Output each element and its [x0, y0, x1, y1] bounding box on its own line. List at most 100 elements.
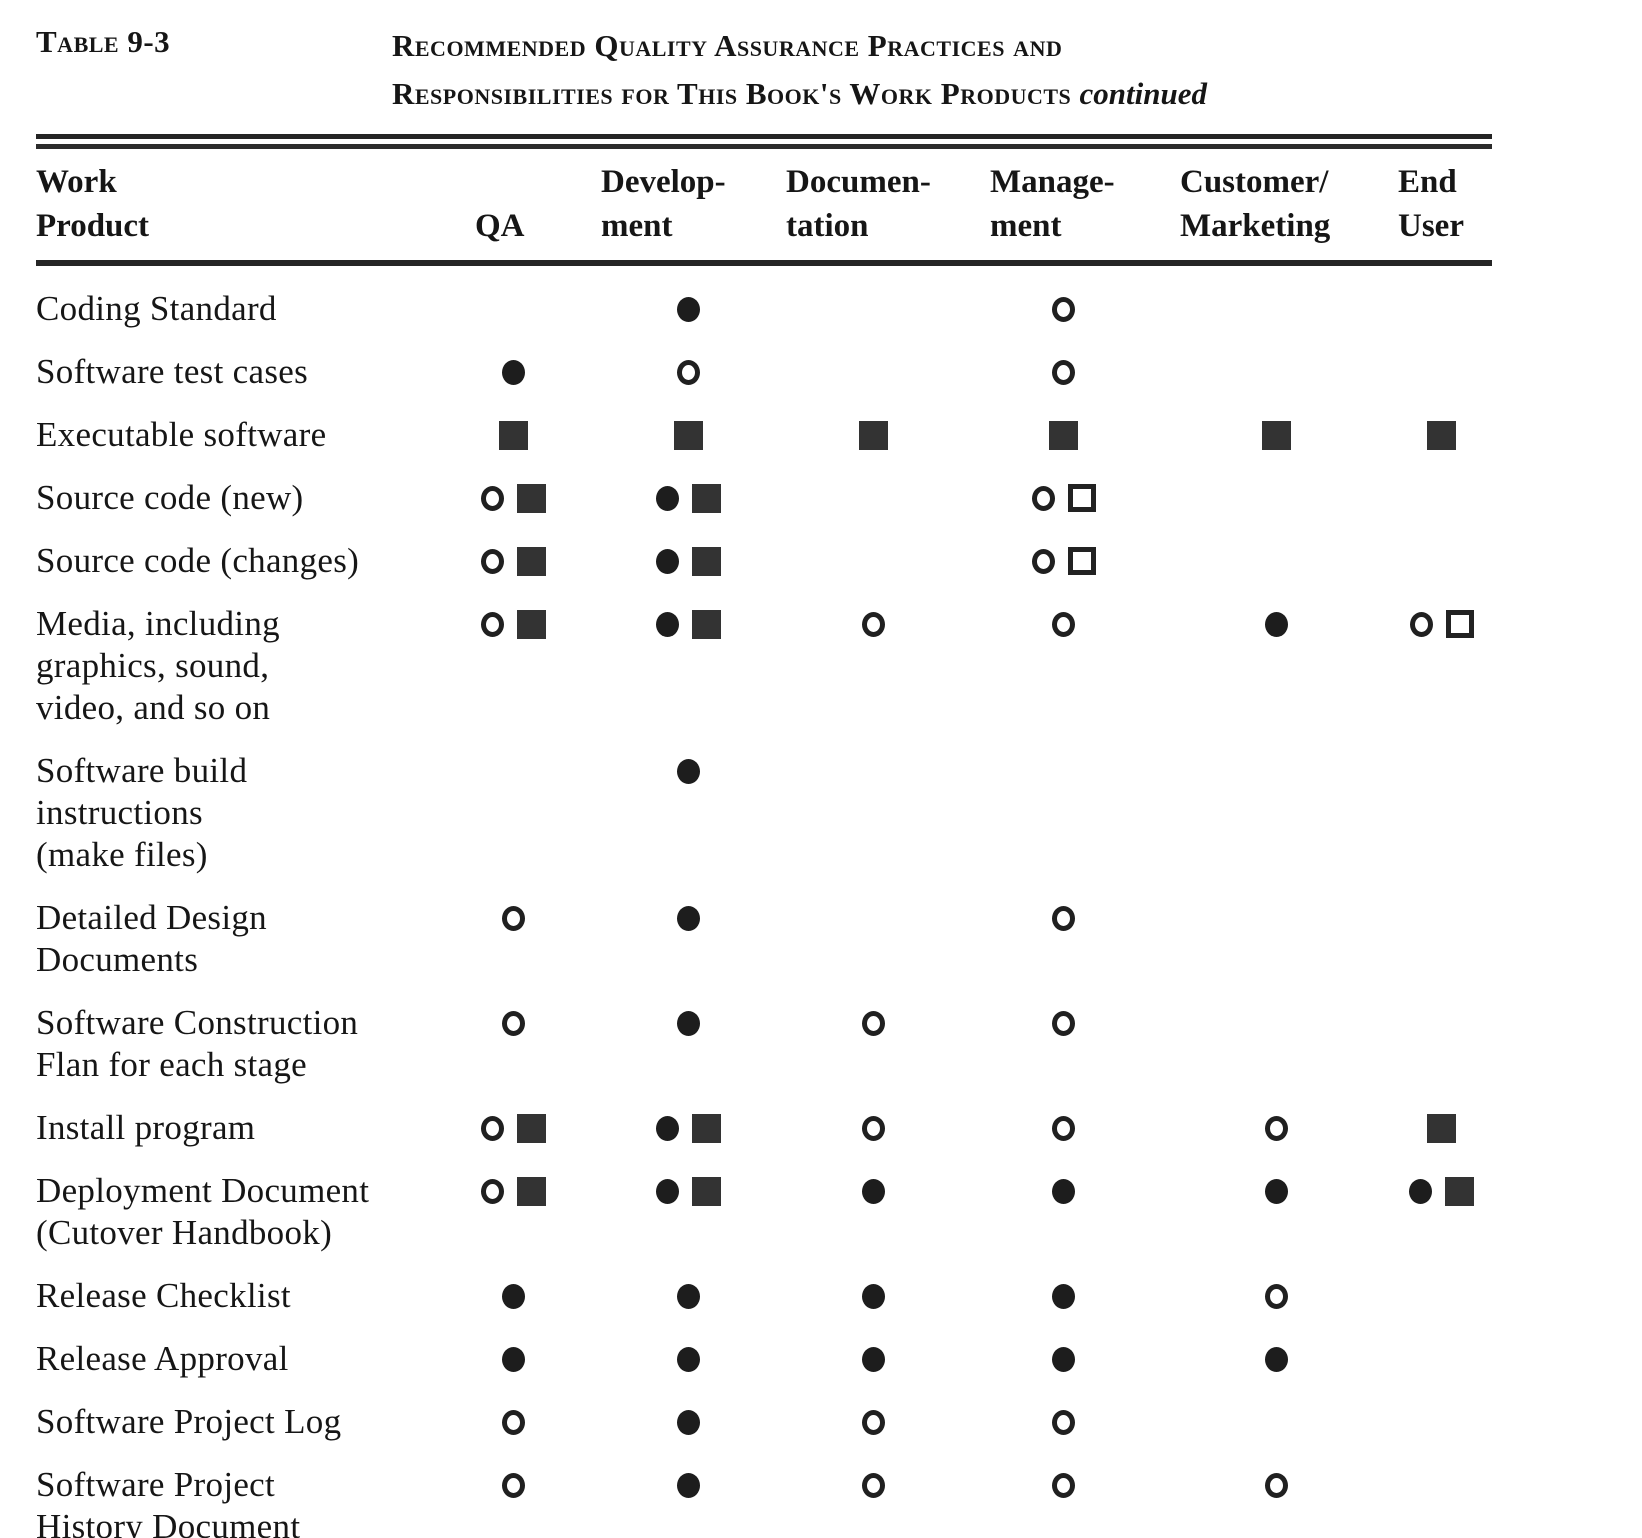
open-circle-icon — [481, 549, 504, 575]
open-square-icon — [1445, 610, 1474, 639]
responsibility-cell — [966, 533, 1161, 596]
responsibility-cell — [596, 407, 781, 470]
responsibility-cell — [596, 470, 781, 533]
open-circle-icon — [1409, 612, 1433, 638]
table-row: Media, including graphics, sound, video,… — [36, 596, 1492, 743]
open-square-icon — [1067, 547, 1096, 576]
table-title-continued: continued — [1079, 76, 1208, 112]
responsibility-cell — [431, 263, 596, 344]
filled-circle-icon — [862, 1347, 885, 1373]
filled-square-icon — [692, 1114, 721, 1144]
responsibility-cell — [1161, 596, 1391, 743]
work-product-label: Deployment Document (Cutover Handbook) — [36, 1171, 370, 1253]
filled-square-icon — [692, 547, 721, 577]
open-circle-icon — [502, 906, 525, 932]
responsibility-cell — [781, 890, 966, 995]
responsibility-cell — [596, 1331, 781, 1394]
responsibility-cell — [1391, 470, 1492, 533]
filled-circle-icon — [862, 1179, 885, 1205]
responsibility-cell — [1161, 344, 1391, 407]
open-circle-icon — [862, 1116, 885, 1142]
filled-circle-icon — [677, 906, 700, 932]
open-circle-icon — [1052, 1473, 1075, 1499]
open-circle-icon — [1264, 1116, 1288, 1142]
open-circle-icon — [1052, 612, 1075, 638]
responsibility-cell — [1391, 1100, 1492, 1163]
filled-circle-icon — [1264, 1347, 1288, 1373]
filled-circle-icon — [1052, 1179, 1075, 1205]
work-product-label: Coding Standard — [36, 289, 277, 329]
responsibility-cell — [781, 1100, 966, 1163]
table-row: Release Checklist — [36, 1268, 1492, 1331]
responsibility-cell — [1391, 1394, 1492, 1457]
responsibility-cell — [431, 890, 596, 995]
table-row: Source code (changes) — [36, 533, 1492, 596]
filled-circle-icon — [656, 1179, 679, 1205]
column-header-development: Develop- ment — [596, 151, 781, 267]
responsibility-cell — [431, 1100, 596, 1163]
responsibility-cell — [781, 533, 966, 596]
responsibility-cell — [781, 596, 966, 743]
work-product-label: Source code (new) — [36, 478, 304, 518]
responsibility-cell — [1161, 1394, 1391, 1457]
work-product-label: Media, including graphics, sound, video,… — [36, 604, 280, 728]
work-product-label: Detailed Design Documents — [36, 898, 267, 980]
open-circle-icon — [1052, 297, 1075, 323]
responsibility-cell — [1161, 533, 1391, 596]
responsibility-cell — [966, 1394, 1161, 1457]
responsibility-cell — [431, 1394, 596, 1457]
column-header-qa: QA — [431, 151, 596, 267]
open-circle-icon — [502, 1473, 525, 1499]
responsibility-cell — [966, 1163, 1161, 1268]
responsibility-cell — [596, 263, 781, 344]
filled-square-icon — [517, 1177, 546, 1207]
responsibility-cell — [966, 995, 1161, 1100]
responsibility-cell — [1161, 1268, 1391, 1331]
column-header-management: Manage- ment — [966, 151, 1161, 267]
filled-circle-icon — [677, 297, 700, 323]
responsibility-cell — [1161, 470, 1391, 533]
table-header: Work Product QA Develop- ment Documen- tati… — [36, 151, 1492, 267]
filled-circle-icon — [502, 1284, 525, 1310]
filled-square-icon — [517, 1114, 546, 1144]
responsibility-cell — [431, 1163, 596, 1268]
filled-circle-icon — [677, 1410, 700, 1436]
filled-circle-icon — [677, 1011, 700, 1037]
responsibility-cell — [1391, 743, 1492, 890]
table-body: Coding Standard Software test cases Execut… — [36, 263, 1492, 1538]
responsibility-cell — [1391, 407, 1492, 470]
table-label: Table 9-3 — [36, 24, 171, 59]
responsibility-cell — [431, 596, 596, 743]
responsibility-cell — [781, 344, 966, 407]
filled-square-icon — [517, 547, 546, 577]
filled-square-icon — [1427, 421, 1456, 451]
responsibility-cell — [966, 596, 1161, 743]
filled-circle-icon — [862, 1284, 885, 1310]
responsibility-cell — [431, 1268, 596, 1331]
responsibility-cell — [596, 1163, 781, 1268]
open-circle-icon — [1052, 906, 1075, 932]
responsibility-cell — [431, 470, 596, 533]
work-product-label: Software Construction Flan for each stag… — [36, 1003, 359, 1085]
responsibility-cell — [1391, 344, 1492, 407]
filled-square-icon — [499, 421, 528, 451]
filled-circle-icon — [1409, 1179, 1432, 1205]
open-circle-icon — [1264, 1284, 1288, 1310]
table-row: Coding Standard — [36, 263, 1492, 344]
responsibility-cell — [781, 470, 966, 533]
responsibility-cell — [596, 533, 781, 596]
responsibility-cell — [1391, 1268, 1492, 1331]
open-circle-icon — [862, 612, 885, 638]
column-header-work-product: Work Product — [36, 151, 431, 267]
responsibility-cell — [1161, 1100, 1391, 1163]
responsibility-cell — [431, 1331, 596, 1394]
open-circle-icon — [481, 1179, 504, 1205]
responsibility-cell — [1161, 1457, 1391, 1538]
table-header-row: Work Product QA Develop- ment Documen- tati… — [36, 151, 1492, 267]
responsibility-cell — [596, 1268, 781, 1331]
open-circle-icon — [1052, 360, 1075, 386]
open-circle-icon — [1031, 486, 1055, 512]
responsibility-cell — [431, 995, 596, 1100]
table-row: Deployment Document (Cutover Handbook) — [36, 1163, 1492, 1268]
column-header-customer-marketing: Customer/ Marketing — [1161, 151, 1391, 267]
